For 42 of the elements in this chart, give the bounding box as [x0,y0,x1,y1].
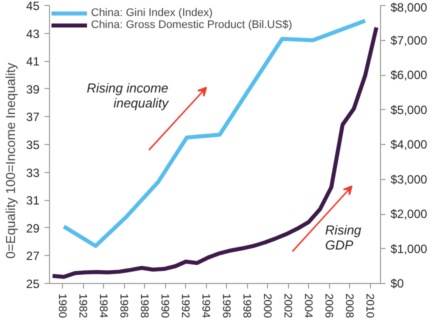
x-tick-label: 1980 [56,294,68,318]
x-tick-label: 1986 [117,294,130,318]
x-tick-label: 1984 [96,294,109,318]
y-tick-label: 43 [26,26,40,41]
y-tick-label: 35 [26,138,40,152]
y2-tick-label: $5,000 [390,102,428,117]
y-tick-label: 25 [26,277,40,291]
x-tick-label: 2004 [302,294,314,318]
y-tick-label: 31 [26,194,40,208]
legend-label: China: Gross Domestic Product (Bil.US$) [91,19,292,31]
y-tick-label: 27 [26,249,40,264]
y2-tick-label: $8,000 [390,0,428,14]
y2-tick-label: $0 [390,276,404,290]
annotation: Rising GDP [325,222,362,252]
y2-tick-label: $2,000 [390,207,428,221]
x-tick-label: 1996 [220,294,232,318]
y2-tick-label: $1,000 [390,242,428,256]
y-tick-label: 29 [26,221,40,236]
y2-tick-label: $6,000 [390,68,428,82]
y-tick-label: 33 [26,166,40,180]
legend-label: China: Gini Index (Index) [91,7,213,19]
annotation: Rising income inequality [86,80,170,111]
y-axis-title: 0=Equality 100=Income Inequality [3,62,18,259]
x-tick-label: 1988 [138,294,150,318]
line-series [62,18,368,248]
x-tick-label: 1992 [178,294,191,318]
x-tick-label: 2006 [322,294,334,318]
y2-tick-label: $4,000 [390,138,428,152]
y-tick-label: 41 [26,54,40,69]
y-tick-label: 39 [26,82,40,96]
x-tick-label: 1982 [76,294,88,318]
x-tick-label: 2000 [260,294,273,318]
x-tick-label: 1998 [240,294,252,318]
x-tick-label: 1994 [199,294,212,318]
y2-tick-label: $3,000 [390,172,428,186]
y-tick-label: 45 [26,0,40,13]
y2-tick-label: $7,000 [390,33,428,48]
x-tick-label: 2002 [281,294,294,318]
x-tick-label: 1990 [158,294,170,318]
x-tick-label: 2010 [363,294,376,318]
x-tick-label: 2008 [342,294,355,318]
y-tick-label: 37 [26,110,40,124]
